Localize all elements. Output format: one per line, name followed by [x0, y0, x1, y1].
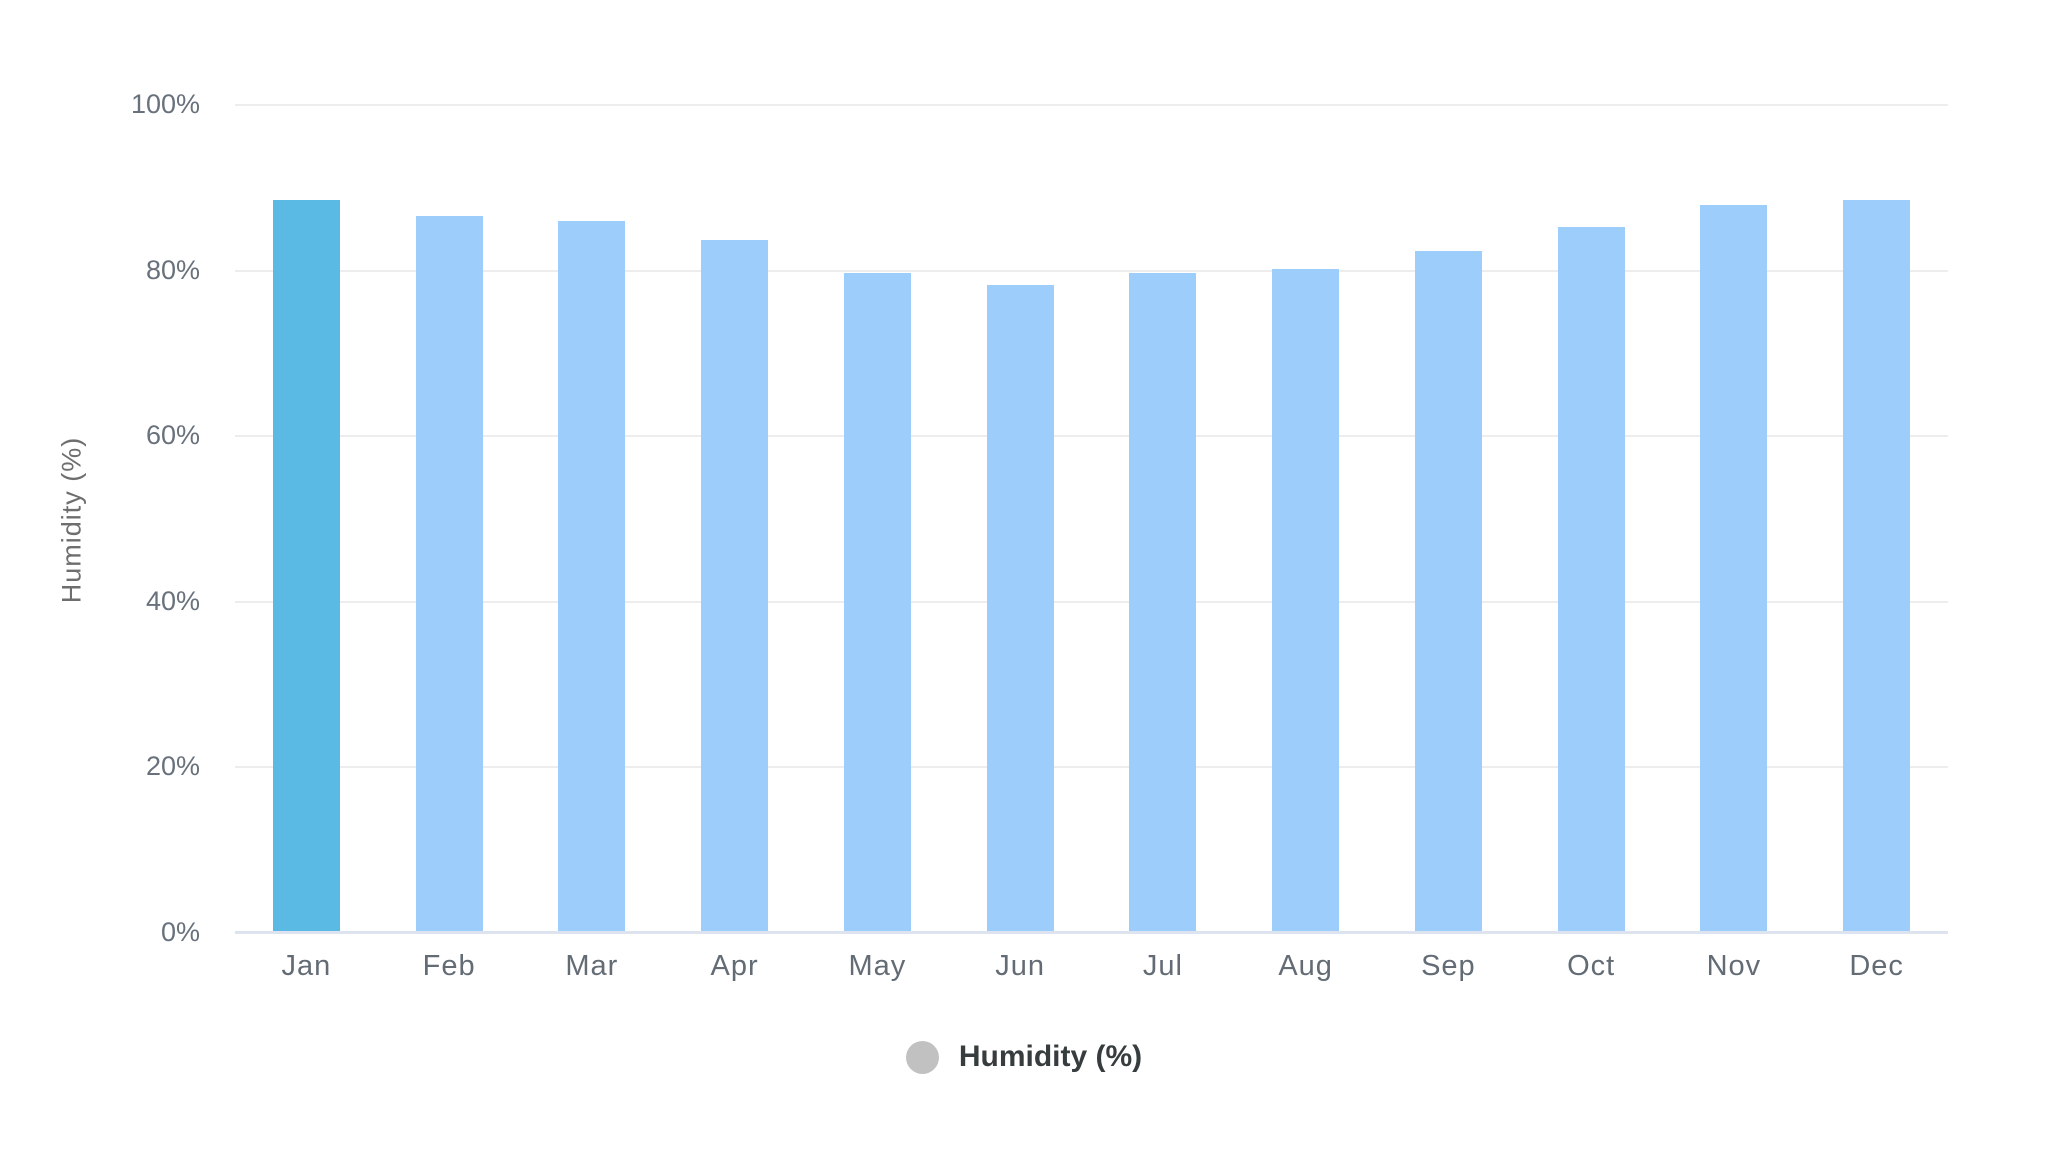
x-axis-label-nov: Nov	[1706, 950, 1762, 982]
bar-mar[interactable]	[558, 220, 626, 932]
legend-item-humidity[interactable]: Humidity (%)	[0, 1040, 2048, 1074]
x-axis-label-may: May	[848, 950, 907, 982]
bar-cell-dec	[1805, 104, 1948, 932]
bar-series	[235, 104, 1948, 932]
bar-jul[interactable]	[1129, 272, 1197, 932]
x-axis-labels: Jan Feb Mar Apr May Jun Jul Aug Sep Oct Nov Dec	[235, 944, 1948, 988]
bar-feb[interactable]	[415, 215, 483, 932]
bar-aug[interactable]	[1272, 268, 1340, 932]
bar-oct[interactable]	[1557, 227, 1625, 932]
gridline	[235, 269, 1948, 272]
y-axis-tick-labels: 100% 80% 60% 40% 20% 0%	[0, 0, 200, 1152]
x-axis-label-aug: Aug	[1278, 950, 1333, 982]
y-axis-tick-label: 0%	[160, 917, 200, 947]
bar-cell-sep	[1377, 104, 1520, 932]
bar-nov[interactable]	[1700, 205, 1768, 932]
bar-jun[interactable]	[986, 285, 1054, 932]
bar-apr[interactable]	[701, 239, 769, 932]
plot-area	[235, 104, 1948, 934]
bar-cell-aug	[1234, 104, 1377, 932]
y-axis-tick-label: 100%	[130, 89, 200, 119]
bar-cell-nov	[1663, 104, 1806, 932]
bar-cell-mar	[521, 104, 664, 932]
bar-cell-may	[806, 104, 949, 932]
x-axis-line	[235, 931, 1948, 934]
gridline	[235, 766, 1948, 769]
bar-cell-feb	[378, 104, 521, 932]
legend-label: Humidity (%)	[958, 1040, 1143, 1073]
x-axis-label-oct: Oct	[1567, 950, 1616, 982]
bar-sep[interactable]	[1414, 250, 1482, 932]
x-axis-label-sep: Sep	[1421, 950, 1476, 982]
x-axis-label-jun: Jun	[995, 950, 1045, 982]
x-axis-label-mar: Mar	[565, 950, 619, 982]
y-axis-tick-label: 60%	[145, 420, 200, 451]
x-axis-label-jan: Jan	[281, 950, 332, 982]
bar-dec[interactable]	[1843, 200, 1911, 932]
bar-cell-jan	[235, 104, 378, 932]
gridline	[235, 104, 1948, 106]
bar-cell-jun	[949, 104, 1092, 932]
bar-cell-oct	[1520, 104, 1663, 932]
y-axis-tick-label: 80%	[145, 254, 200, 285]
x-axis-label-apr: Apr	[710, 950, 759, 982]
legend-marker-circle-icon	[905, 1040, 939, 1074]
bar-jan[interactable]	[272, 200, 340, 932]
y-axis-tick-label: 40%	[145, 585, 200, 616]
x-axis-label-dec: Dec	[1849, 950, 1904, 982]
gridline	[235, 435, 1948, 438]
bar-may[interactable]	[843, 272, 911, 932]
x-axis-label-feb: Feb	[422, 950, 476, 982]
bar-cell-jul	[1092, 104, 1235, 932]
y-axis-tick-label: 20%	[145, 751, 200, 782]
gridline	[235, 600, 1948, 603]
x-axis-label-jul: Jul	[1142, 950, 1183, 982]
bar-cell-apr	[663, 104, 806, 932]
